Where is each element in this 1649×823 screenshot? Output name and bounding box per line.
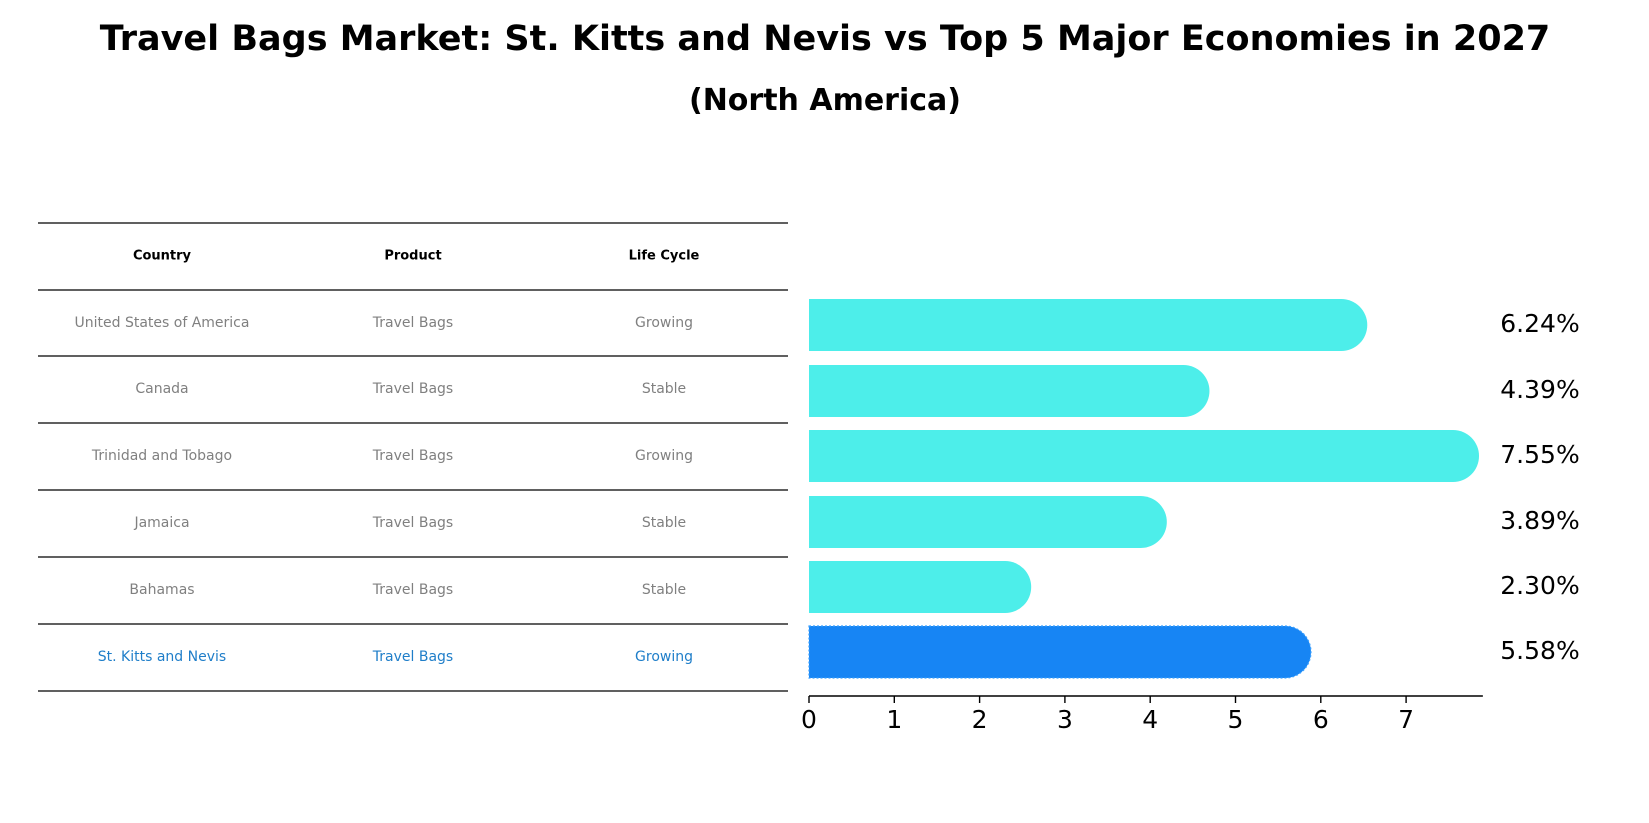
- data-table: Country Product Life Cycle United States of…: [38, 222, 788, 692]
- bar: [809, 496, 1167, 548]
- value-label: 2.30%: [1500, 571, 1579, 600]
- table-cell-product: Travel Bags: [372, 381, 453, 397]
- x-tick-label: 7: [1398, 705, 1414, 734]
- table-cell-life-cycle: Growing: [635, 448, 693, 464]
- x-axis: 0 1 2 3 4 5 6 7: [801, 695, 1483, 734]
- table-cell-country: Canada: [135, 381, 188, 397]
- table-cell-product: Travel Bags: [372, 515, 453, 531]
- x-tick-label: 2: [972, 705, 988, 734]
- table-cell-country: Bahamas: [129, 582, 194, 598]
- table-cell-country: Trinidad and Tobago: [91, 448, 232, 464]
- table-cell-product: Travel Bags: [372, 315, 453, 331]
- value-label: 5.58%: [1500, 636, 1579, 665]
- chart-title: Travel Bags Market: St. Kitts and Nevis …: [100, 19, 1551, 59]
- table-cell-life-cycle: Growing: [635, 649, 693, 665]
- bar: [809, 299, 1368, 351]
- table-cell-country: Jamaica: [133, 515, 189, 531]
- x-tick-label: 5: [1228, 705, 1244, 734]
- column-header-life-cycle: Life Cycle: [629, 249, 700, 264]
- table-cell-life-cycle: Stable: [642, 515, 686, 531]
- table-cell-country: St. Kitts and Nevis: [98, 649, 226, 665]
- table-cell-product: Travel Bags: [372, 582, 453, 598]
- value-label: 6.24%: [1500, 309, 1579, 338]
- bar: [809, 561, 1032, 613]
- table-cell-life-cycle: Stable: [642, 381, 686, 397]
- table-cell-product: Travel Bags: [372, 649, 453, 665]
- x-tick-label: 1: [886, 705, 902, 734]
- bar-plot: 6.24% 4.39% 7.55% 3.89% 2.30% 5.58%: [808, 299, 1580, 679]
- value-label: 4.39%: [1500, 375, 1579, 404]
- x-tick-label: 3: [1057, 705, 1073, 734]
- value-label: 3.89%: [1500, 506, 1579, 535]
- table-cell-life-cycle: Stable: [642, 582, 686, 598]
- bar: [809, 365, 1210, 417]
- bar-highlight: [808, 625, 1312, 679]
- x-tick-label: 0: [801, 705, 817, 734]
- column-header-country: Country: [133, 249, 192, 264]
- bar: [809, 430, 1480, 482]
- table-cell-product: Travel Bags: [372, 448, 453, 464]
- table-cell-life-cycle: Growing: [635, 315, 693, 331]
- chart-subtitle: (North America): [689, 83, 961, 118]
- column-header-product: Product: [384, 249, 441, 264]
- x-tick-label: 4: [1142, 705, 1158, 734]
- value-label: 7.55%: [1500, 440, 1579, 469]
- x-tick-label: 6: [1313, 705, 1329, 734]
- table-cell-country: United States of America: [75, 315, 250, 331]
